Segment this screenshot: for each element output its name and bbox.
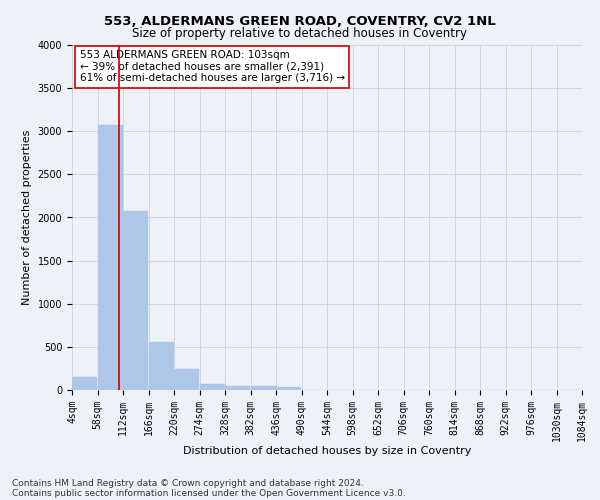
Bar <box>149 342 174 390</box>
Bar <box>174 370 199 390</box>
Bar <box>276 387 301 390</box>
Bar <box>98 125 123 390</box>
Bar <box>225 386 250 390</box>
Text: Contains HM Land Registry data © Crown copyright and database right 2024.: Contains HM Land Registry data © Crown c… <box>12 478 364 488</box>
Bar <box>200 384 225 390</box>
Text: 553, ALDERMANS GREEN ROAD, COVENTRY, CV2 1NL: 553, ALDERMANS GREEN ROAD, COVENTRY, CV2… <box>104 15 496 28</box>
Text: 553 ALDERMANS GREEN ROAD: 103sqm
← 39% of detached houses are smaller (2,391)
61: 553 ALDERMANS GREEN ROAD: 103sqm ← 39% o… <box>80 50 345 84</box>
Text: Contains public sector information licensed under the Open Government Licence v3: Contains public sector information licen… <box>12 488 406 498</box>
Bar <box>72 377 97 390</box>
Y-axis label: Number of detached properties: Number of detached properties <box>22 130 32 305</box>
X-axis label: Distribution of detached houses by size in Coventry: Distribution of detached houses by size … <box>183 446 471 456</box>
Bar <box>251 386 276 390</box>
Text: Size of property relative to detached houses in Coventry: Size of property relative to detached ho… <box>133 28 467 40</box>
Bar <box>123 212 148 390</box>
